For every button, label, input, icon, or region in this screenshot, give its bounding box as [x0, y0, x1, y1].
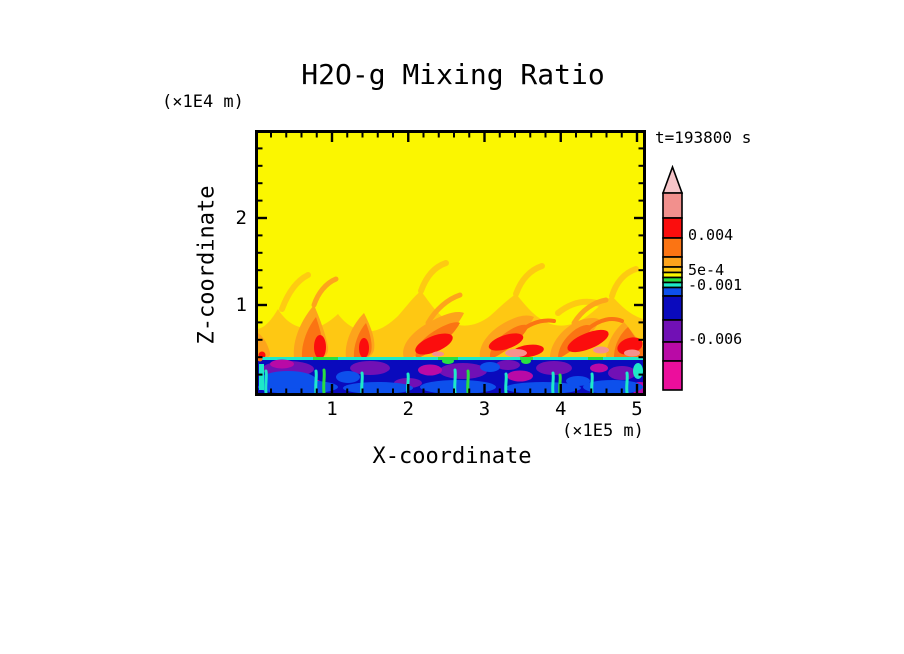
- x-tick-label-4: 4: [555, 398, 567, 420]
- colorbar-segment-1: [662, 217, 683, 239]
- colorbar-segment-12: [662, 360, 683, 391]
- colorbar-segment-8: [662, 286, 683, 297]
- y-tick-label-2: 2: [235, 207, 247, 229]
- colorbar-segment-0: [662, 192, 683, 219]
- contour-field: [258, 133, 643, 393]
- colorbar-segment-9: [662, 295, 683, 321]
- colorbar-segment-4: [662, 266, 683, 274]
- x-tick-label-2: 2: [402, 398, 414, 420]
- time-annotation: t=193800 s: [655, 128, 752, 147]
- chart-title: H2O-g Mixing Ratio: [301, 58, 605, 91]
- colorbar-arrow-tip: [661, 165, 684, 194]
- colorbar-label--0.006: -0.006: [688, 330, 743, 348]
- plot-area: [255, 130, 646, 396]
- x-axis-unit-label: (×1E5 m): [562, 421, 644, 441]
- y-axis-unit-label: (×1E4 m): [162, 92, 244, 112]
- colorbar-label-5e-4: 5e-4: [688, 260, 725, 279]
- x-axis-title: X-coordinate: [372, 444, 532, 469]
- colorbar-label--0.001: -0.001: [688, 275, 743, 294]
- colorbar-segment-2: [662, 237, 683, 258]
- colorbar: [661, 165, 684, 391]
- x-tick-label-1: 1: [326, 398, 338, 420]
- y-tick-label-1: 1: [235, 294, 247, 316]
- colorbar-label-0.004: 0.004: [688, 226, 734, 244]
- x-tick-label-5: 5: [631, 398, 643, 420]
- colorbar-segment-3: [662, 256, 683, 268]
- axis-ticks: [258, 133, 643, 393]
- colorbar-segment-10: [662, 319, 683, 343]
- colorbar-segment-11: [662, 341, 683, 362]
- x-tick-label-3: 3: [478, 398, 491, 420]
